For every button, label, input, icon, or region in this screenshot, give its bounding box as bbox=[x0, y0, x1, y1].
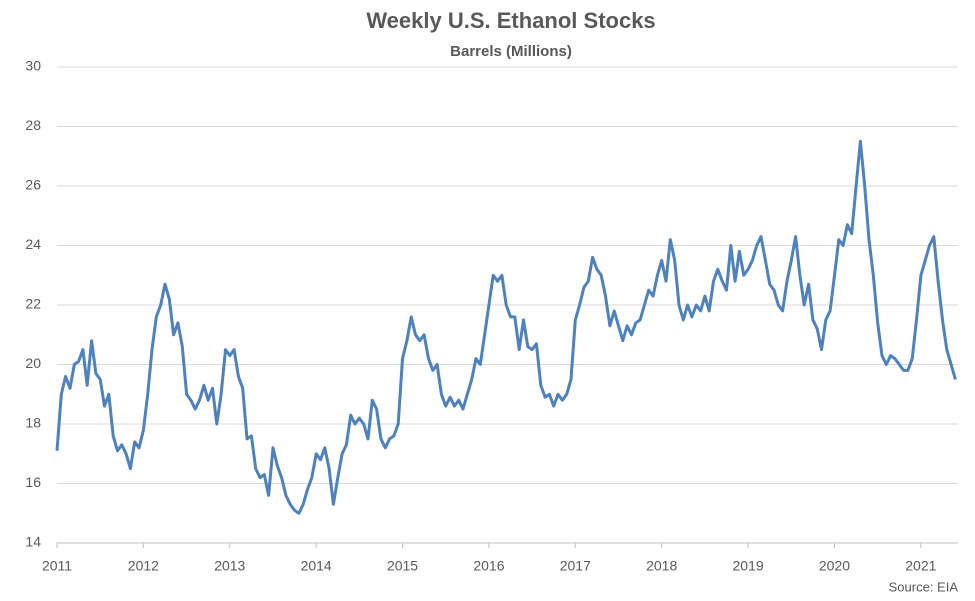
x-tick-label: 2019 bbox=[733, 558, 764, 574]
x-tick-label: 2017 bbox=[560, 558, 591, 574]
chart-title: Weekly U.S. Ethanol Stocks bbox=[366, 8, 655, 33]
y-tick-label: 30 bbox=[25, 58, 41, 74]
y-tick-label: 24 bbox=[25, 236, 41, 252]
x-tick-label: 2011 bbox=[42, 558, 72, 574]
y-tick-label: 20 bbox=[25, 355, 41, 371]
x-tick-label: 2020 bbox=[819, 558, 850, 574]
x-tick-label: 2012 bbox=[128, 558, 159, 574]
y-tick-label: 16 bbox=[25, 474, 41, 490]
x-tick-label: 2016 bbox=[473, 558, 504, 574]
x-tick-label: 2015 bbox=[387, 558, 418, 574]
y-tick-label: 26 bbox=[25, 177, 41, 193]
y-tick-label: 22 bbox=[25, 296, 41, 312]
x-tick-label: 2021 bbox=[905, 558, 936, 574]
data-line bbox=[55, 139, 957, 515]
x-tick-label: 2014 bbox=[301, 558, 332, 574]
x-tick-label: 2018 bbox=[646, 558, 677, 574]
y-tick-label: 28 bbox=[25, 117, 41, 133]
x-tick-label: 2013 bbox=[214, 558, 245, 574]
source-note: Source: EIA bbox=[889, 579, 959, 594]
y-tick-label: 14 bbox=[25, 534, 41, 550]
y-tick-label: 18 bbox=[25, 415, 41, 431]
chart-subtitle: Barrels (Millions) bbox=[450, 43, 572, 60]
